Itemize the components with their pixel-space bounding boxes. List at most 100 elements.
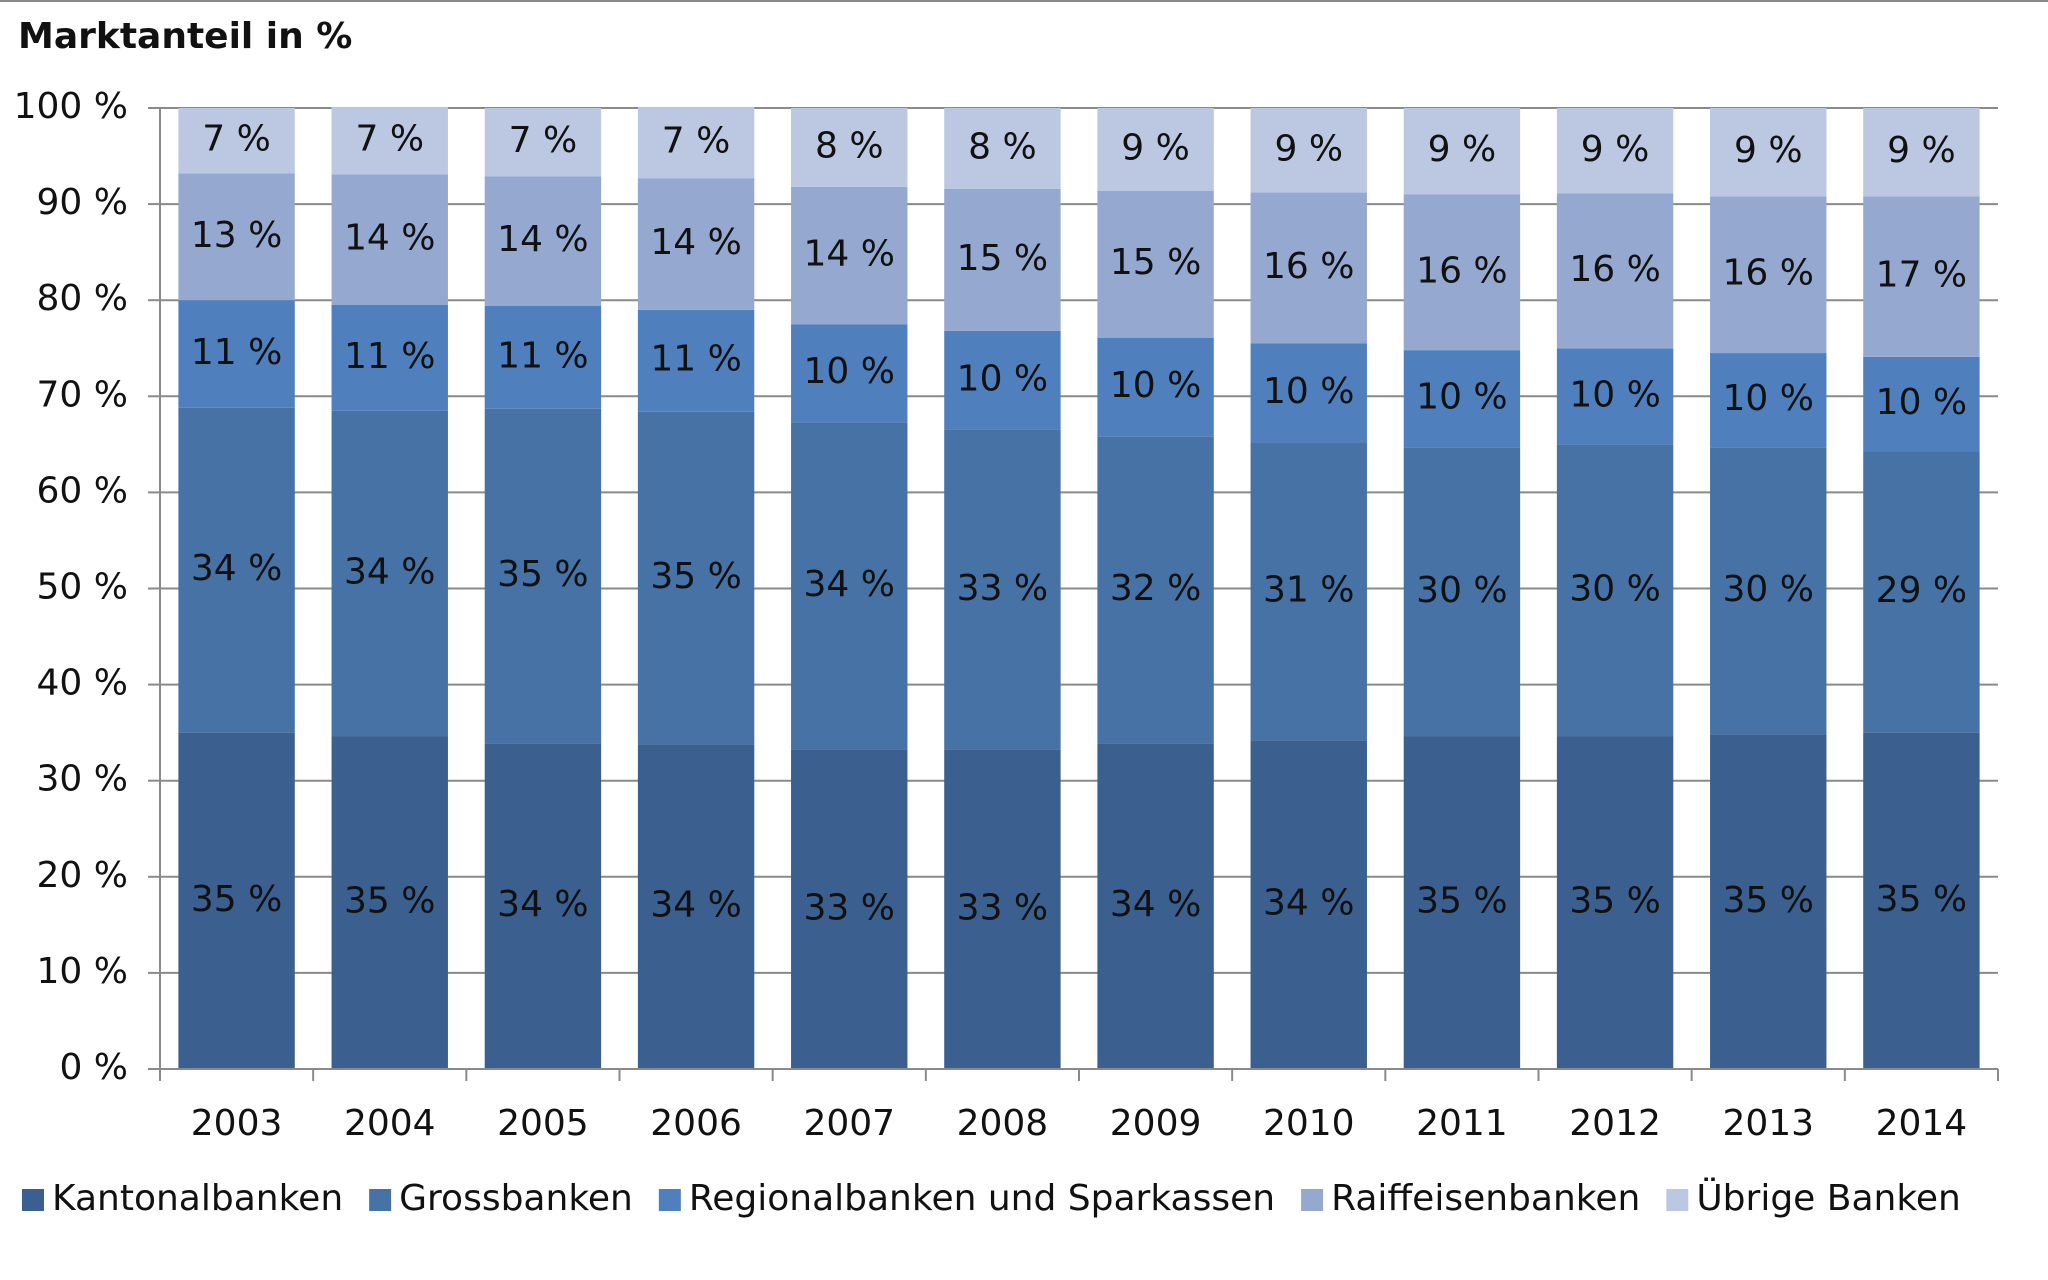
legend-label: Kantonalbanken — [52, 1178, 343, 1219]
data-label: 34 % — [344, 552, 435, 593]
bar-segment — [178, 300, 295, 408]
bar-segment — [178, 732, 295, 1069]
data-label: 10 % — [1723, 378, 1814, 419]
data-label: 7 % — [509, 120, 578, 161]
bar-segment — [637, 744, 755, 1069]
legend-label: Raiffeisenbanken — [1331, 1178, 1640, 1219]
x-tick-label: 2006 — [650, 1103, 742, 1144]
bar-segment — [637, 411, 755, 745]
bar-segment — [484, 176, 602, 306]
data-label: 35 % — [650, 556, 741, 597]
data-label: 35 % — [344, 881, 435, 922]
bar-segment — [484, 408, 602, 744]
bar-segment — [944, 429, 1061, 750]
data-label: 10 % — [1569, 374, 1660, 415]
data-label: 34 % — [191, 548, 282, 589]
bar-segment — [331, 107, 448, 175]
bar-segment — [1250, 192, 1367, 344]
x-tick-label: 2011 — [1416, 1103, 1508, 1144]
x-tick-label: 2008 — [957, 1103, 1049, 1144]
bar-segment — [1097, 743, 1214, 1069]
bar-segment — [331, 736, 448, 1069]
bar-segment — [1403, 447, 1521, 737]
bar-segment — [944, 188, 1061, 331]
y-tick-label: 0 % — [59, 1047, 128, 1088]
bar-segment — [484, 305, 602, 409]
bar-segment — [1097, 337, 1214, 437]
x-tick-label: 2009 — [1110, 1103, 1202, 1144]
bar-segment — [331, 410, 448, 737]
bar-segment — [1403, 108, 1521, 195]
y-tick-label: 100 % — [14, 86, 128, 127]
data-label: 33 % — [804, 887, 895, 928]
legend-swatch — [1666, 1189, 1689, 1211]
data-label: 9 % — [1887, 130, 1956, 171]
data-label: 10 % — [957, 358, 1048, 399]
bar-segment — [1710, 447, 1827, 735]
data-label: 29 % — [1876, 570, 1967, 611]
bar-segment — [1863, 196, 1980, 357]
bar-segment — [944, 749, 1061, 1069]
bar-segment — [1863, 732, 1980, 1069]
bar-segment — [484, 743, 602, 1069]
data-label: 7 % — [662, 121, 731, 162]
bar-segment — [1556, 736, 1674, 1069]
y-tick-label: 20 % — [37, 855, 128, 896]
bar-segment — [637, 178, 755, 310]
y-tick-label: 50 % — [37, 567, 128, 608]
y-tick-label: 30 % — [37, 759, 128, 800]
data-label: 16 % — [1569, 249, 1660, 290]
data-label: 31 % — [1263, 569, 1354, 610]
data-label: 7 % — [355, 119, 424, 160]
data-label: 15 % — [957, 238, 1048, 279]
data-label: 10 % — [1876, 382, 1967, 423]
bar-segment — [178, 173, 295, 301]
legend-swatch — [369, 1189, 392, 1211]
data-label: 10 % — [804, 351, 895, 392]
x-tick-label: 2010 — [1263, 1103, 1355, 1144]
data-label: 9 % — [1581, 129, 1650, 170]
bar-segment — [1863, 108, 1980, 197]
bar-segment — [484, 108, 602, 177]
data-label: 14 % — [650, 222, 741, 263]
data-label: 34 % — [1110, 884, 1201, 925]
bar-segment — [331, 174, 448, 306]
data-label: 14 % — [344, 218, 435, 259]
data-label: 34 % — [497, 884, 588, 925]
data-label: 30 % — [1416, 570, 1507, 611]
data-label: 32 % — [1110, 568, 1201, 609]
data-label: 9 % — [1734, 130, 1803, 171]
bar-segment — [1556, 108, 1674, 194]
bar-segment — [1403, 736, 1521, 1069]
x-tick-label: 2012 — [1569, 1103, 1661, 1144]
bar-segment — [791, 422, 908, 750]
data-label: 33 % — [957, 887, 1048, 928]
data-label: 35 % — [1876, 879, 1967, 920]
bar-segment — [1710, 108, 1827, 197]
data-label: 34 % — [650, 885, 741, 926]
x-tick-label: 2007 — [803, 1103, 895, 1144]
data-label: 33 % — [957, 568, 1048, 609]
y-tick-label: 80 % — [37, 278, 128, 319]
y-tick-label: 40 % — [37, 663, 128, 704]
data-label: 16 % — [1723, 253, 1814, 294]
bar-segment — [637, 309, 755, 412]
bar-segment — [1556, 444, 1674, 737]
bar-segment — [1710, 196, 1827, 354]
bar-segment — [791, 324, 908, 423]
bar-segment — [1863, 356, 1980, 452]
legend-label: Übrige Banken — [1696, 1177, 1961, 1219]
x-tick-label: 2003 — [191, 1103, 283, 1144]
x-tick-label: 2013 — [1722, 1103, 1814, 1144]
data-label: 35 % — [1569, 881, 1660, 922]
data-label: 35 % — [1416, 881, 1507, 922]
data-label: 8 % — [968, 126, 1037, 167]
y-tick-label: 10 % — [37, 951, 128, 992]
data-label: 35 % — [191, 879, 282, 920]
data-label: 14 % — [804, 234, 895, 275]
y-tick-label: 60 % — [37, 470, 128, 511]
y-tick-label: 70 % — [37, 374, 128, 415]
bar-segment — [944, 330, 1061, 430]
data-label: 10 % — [1263, 371, 1354, 412]
bar-segment — [1250, 343, 1367, 443]
